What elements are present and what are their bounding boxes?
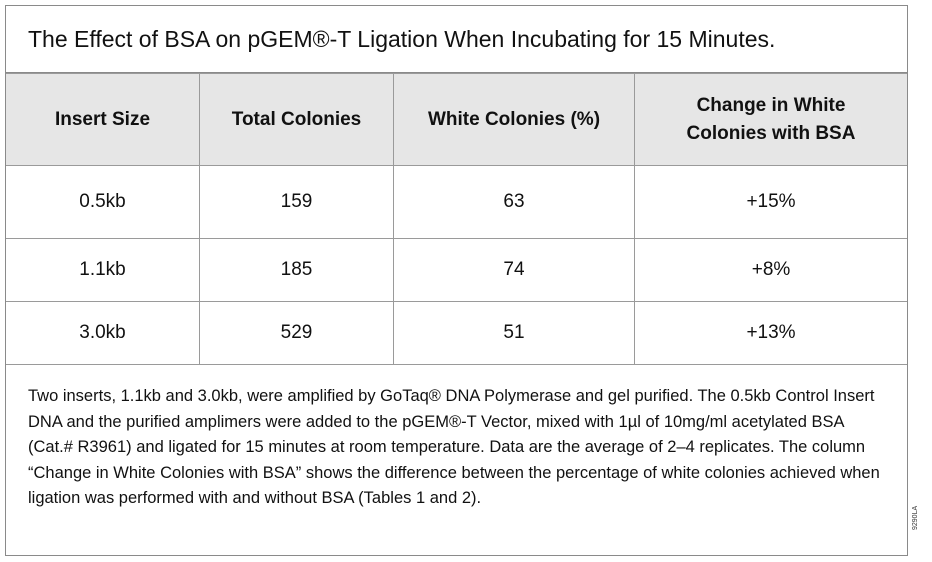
cell: 185 (199, 238, 394, 302)
header-change-white: Change in White Colonies with BSA (634, 73, 907, 166)
table-title: The Effect of BSA on pGEM®-T Ligation Wh… (6, 6, 907, 73)
header-insert-size: Insert Size (6, 73, 200, 166)
table-row: 1.1kb 185 74 +8% (6, 238, 907, 302)
cell: 1.1kb (6, 238, 200, 302)
data-table: Insert Size Total Colonies White Colonie… (6, 73, 907, 365)
cell: 74 (393, 238, 635, 302)
table-figure: The Effect of BSA on pGEM®-T Ligation Wh… (5, 5, 908, 556)
cell: +8% (634, 238, 907, 302)
figure-code: 9290LA (912, 505, 919, 530)
footnote: Two inserts, 1.1kb and 3.0kb, were ampli… (28, 387, 880, 507)
cell: 63 (393, 165, 635, 239)
cell: 0.5kb (6, 165, 200, 239)
header-white-colonies: White Colonies (%) (393, 73, 635, 166)
cell: 159 (199, 165, 394, 239)
cell: 529 (199, 301, 394, 365)
cell: +13% (634, 301, 907, 365)
cell: +15% (634, 165, 907, 239)
table-row: 3.0kb 529 51 +13% (6, 301, 907, 365)
header-row: Insert Size Total Colonies White Colonie… (6, 73, 907, 166)
table-row: 0.5kb 159 63 +15% (6, 165, 907, 239)
cell: 3.0kb (6, 301, 200, 365)
header-total-colonies: Total Colonies (199, 73, 394, 166)
cell: 51 (393, 301, 635, 365)
